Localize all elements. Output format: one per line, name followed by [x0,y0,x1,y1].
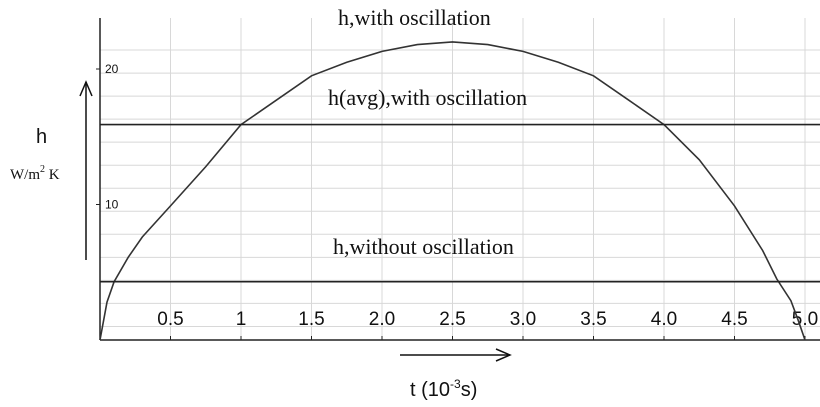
series-h-with-oscillation [99,41,806,341]
x-axis-title: t (10-3s) [400,348,512,401]
axes [99,18,820,341]
annotation-h-without-oscillation: h,without oscillation [333,234,514,259]
y-axis-label: h [36,126,47,148]
x-tick-label: 3.0 [510,309,536,330]
x-axis-label: t (10-3s) [410,377,477,401]
x-ticks: 0.5 1 1.5 2.0 2.5 3.0 3.5 4.0 4.5 5.0 [157,309,818,340]
x-tick-label: 1.5 [298,309,324,330]
annotations: h,with oscillation h(avg),with oscillatio… [328,5,527,259]
x-tick-label: 1 [236,309,247,330]
x-tick-label: 2.0 [369,309,395,330]
y-arrow-head-icon [79,80,93,97]
x-tick-label: 5.0 [792,309,818,330]
marks [99,41,820,341]
x-tick-label: 2.5 [439,309,465,330]
y-axis-title: h W/m2 K [10,80,93,260]
y-tick-label: 20 [105,62,119,76]
x-arrow-head-icon [495,348,512,362]
x-tick-label: 0.5 [157,309,183,330]
y-tick-label: 10 [105,198,119,212]
x-tick-label: 3.5 [580,309,606,330]
x-tick-label: 4.5 [721,309,747,330]
annotation-h-with-oscillation: h,with oscillation [338,5,491,30]
annotation-h-avg-with-oscillation: h(avg),with oscillation [328,85,527,110]
x-tick-label: 4.0 [651,309,677,330]
grid [100,18,820,340]
y-axis-unit: W/m2 K [10,164,60,183]
